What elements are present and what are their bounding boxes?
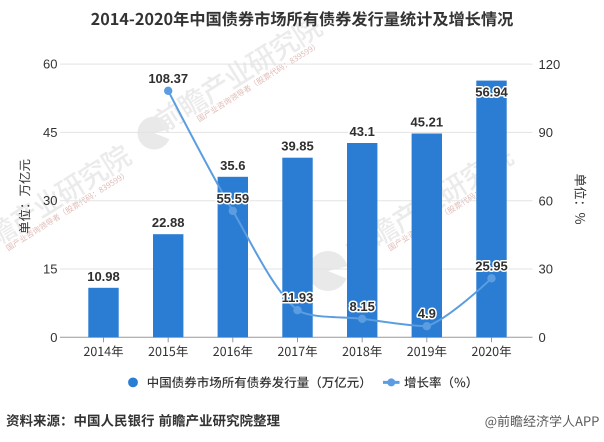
svg-text:25.95: 25.95 (475, 258, 508, 273)
svg-text:55.59: 55.59 (217, 191, 250, 206)
svg-text:56.94: 56.94 (475, 85, 508, 100)
svg-text:120: 120 (539, 57, 561, 72)
svg-text:11.93: 11.93 (282, 290, 314, 305)
svg-text:45: 45 (43, 125, 57, 140)
svg-text:39.85: 39.85 (281, 139, 314, 154)
svg-text:43.1: 43.1 (350, 124, 375, 139)
svg-text:30: 30 (539, 262, 553, 277)
svg-text:8.15: 8.15 (350, 299, 375, 314)
svg-text:30: 30 (43, 193, 57, 208)
svg-text:108.37: 108.37 (148, 71, 188, 86)
svg-text:10.98: 10.98 (87, 269, 120, 284)
svg-text:60: 60 (539, 193, 553, 208)
svg-text:35.6: 35.6 (220, 158, 245, 173)
svg-text:45.21: 45.21 (411, 115, 444, 130)
svg-text:60: 60 (43, 57, 57, 72)
svg-text:15: 15 (43, 262, 57, 277)
svg-text:4.9: 4.9 (418, 306, 436, 321)
svg-text:0: 0 (539, 330, 546, 345)
svg-text:0: 0 (50, 330, 57, 345)
svg-text:22.88: 22.88 (152, 215, 185, 230)
svg-text:90: 90 (539, 125, 553, 140)
